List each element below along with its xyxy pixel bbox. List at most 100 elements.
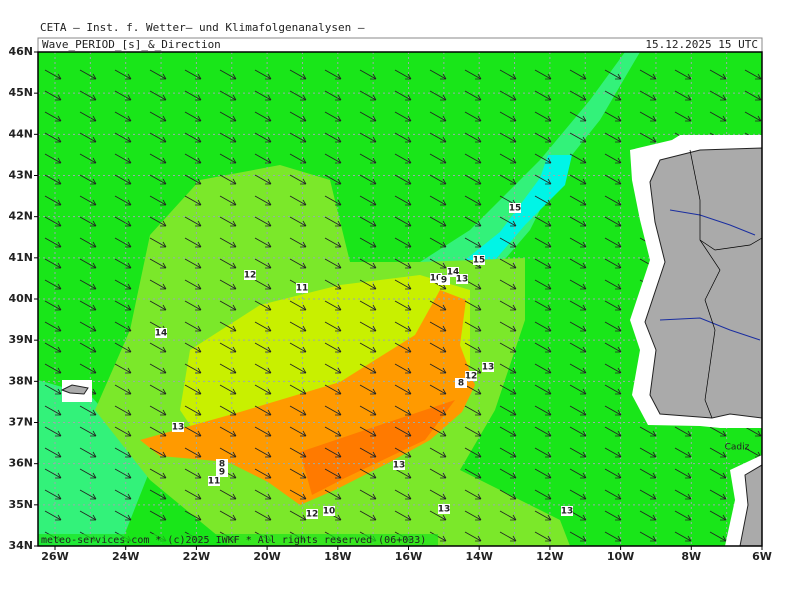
wave-arrow <box>44 300 62 311</box>
lat-label: 35N <box>8 498 33 511</box>
wave-arrow <box>359 426 377 437</box>
wave-arrow <box>394 426 412 437</box>
wave-arrow <box>709 489 727 500</box>
wave-arrow <box>394 384 412 395</box>
wave-arrow <box>289 489 307 500</box>
wave-arrow <box>534 258 552 269</box>
wave-arrow <box>429 132 447 143</box>
wave-arrow <box>464 90 482 101</box>
wave-arrow <box>114 237 132 248</box>
wave-arrow <box>604 216 622 227</box>
wave-arrow <box>359 69 377 80</box>
wave-arrow <box>429 489 447 500</box>
wave-arrow <box>324 447 342 458</box>
wave-arrow <box>184 405 202 416</box>
lat-label: 45N <box>8 86 33 99</box>
wave-arrow <box>184 216 202 227</box>
lat-label: 37N <box>8 416 33 429</box>
wave-arrow <box>394 489 412 500</box>
wave-arrow <box>464 426 482 437</box>
wave-arrow <box>219 153 237 164</box>
wave-arrow <box>44 342 62 353</box>
wave-arrow <box>79 132 97 143</box>
contour-label-bg <box>438 504 450 514</box>
contour-label-bg <box>323 506 335 516</box>
wave-arrow <box>254 510 272 521</box>
wave-arrow <box>429 342 447 353</box>
wave-arrow <box>639 489 657 500</box>
wave-arrow <box>289 90 307 101</box>
wave-arrow <box>394 468 412 479</box>
axes: 46N 45N 44N 43N 42N 41N 40N 39N 38N 37N 36N 35N 34N 2… <box>8 45 771 563</box>
wave-arrow <box>604 90 622 101</box>
wave-arrow <box>639 90 657 101</box>
wave-arrow <box>429 510 447 521</box>
wave-arrow <box>394 111 412 122</box>
wave-arrow <box>219 69 237 80</box>
wave-arrow <box>114 342 132 353</box>
wave-arrow <box>79 342 97 353</box>
wave-arrow <box>359 468 377 479</box>
wave-arrow <box>324 258 342 269</box>
wave-arrow <box>289 237 307 248</box>
wave-arrow <box>359 342 377 353</box>
wave-arrow <box>79 510 97 521</box>
lat-label: 34N <box>8 539 33 552</box>
wave-arrow <box>44 153 62 164</box>
wave-arrow <box>114 90 132 101</box>
wave-arrow <box>604 363 622 374</box>
lon-label: 26W <box>41 550 68 563</box>
wave-arrow <box>219 237 237 248</box>
wave-arrow <box>149 384 167 395</box>
wave-arrow <box>114 111 132 122</box>
wave-arrow <box>219 216 237 227</box>
wave-arrow <box>44 237 62 248</box>
wave-arrow <box>604 447 622 458</box>
wave-arrow <box>79 258 97 269</box>
wave-arrow <box>44 447 62 458</box>
wave-arrow <box>499 489 517 500</box>
contour-label: 12 <box>465 372 478 382</box>
wave-arrow <box>219 90 237 101</box>
wave-arrow <box>44 321 62 332</box>
contour-label: 11 <box>208 477 221 487</box>
wave-arrow <box>674 510 692 521</box>
wave-arrow <box>499 216 517 227</box>
wave-arrow <box>499 426 517 437</box>
wave-arrow <box>639 111 657 122</box>
wave-arrow <box>499 258 517 269</box>
wave-arrow <box>429 237 447 248</box>
wave-arrow <box>534 510 552 521</box>
wave-arrow <box>114 195 132 206</box>
wave-arrow <box>324 195 342 206</box>
wave-arrow <box>569 216 587 227</box>
wave-arrow <box>359 300 377 311</box>
wave-arrow <box>604 279 622 290</box>
wave-arrow <box>604 426 622 437</box>
wave-arrow <box>394 90 412 101</box>
wave-arrow <box>289 468 307 479</box>
wave-arrow <box>499 279 517 290</box>
wave-arrow <box>289 132 307 143</box>
wave-arrow <box>324 342 342 353</box>
wave-arrow <box>114 468 132 479</box>
wave-arrow <box>534 384 552 395</box>
wave-arrow <box>534 90 552 101</box>
wave-arrow <box>254 363 272 374</box>
wave-arrow <box>429 405 447 416</box>
wave-arrow <box>359 258 377 269</box>
wave-arrow <box>464 447 482 458</box>
wave-arrow <box>464 216 482 227</box>
wave-arrow <box>499 531 517 542</box>
wave-arrow <box>44 384 62 395</box>
wave-arrow <box>289 426 307 437</box>
wave-arrow <box>569 279 587 290</box>
wave-arrow <box>429 384 447 395</box>
wave-arrow <box>219 363 237 374</box>
wave-arrow <box>604 321 622 332</box>
wave-arrow <box>604 132 622 143</box>
wave-arrow <box>709 510 727 521</box>
wave-arrow <box>79 237 97 248</box>
wave-arrow <box>429 111 447 122</box>
wave-arrow <box>464 195 482 206</box>
